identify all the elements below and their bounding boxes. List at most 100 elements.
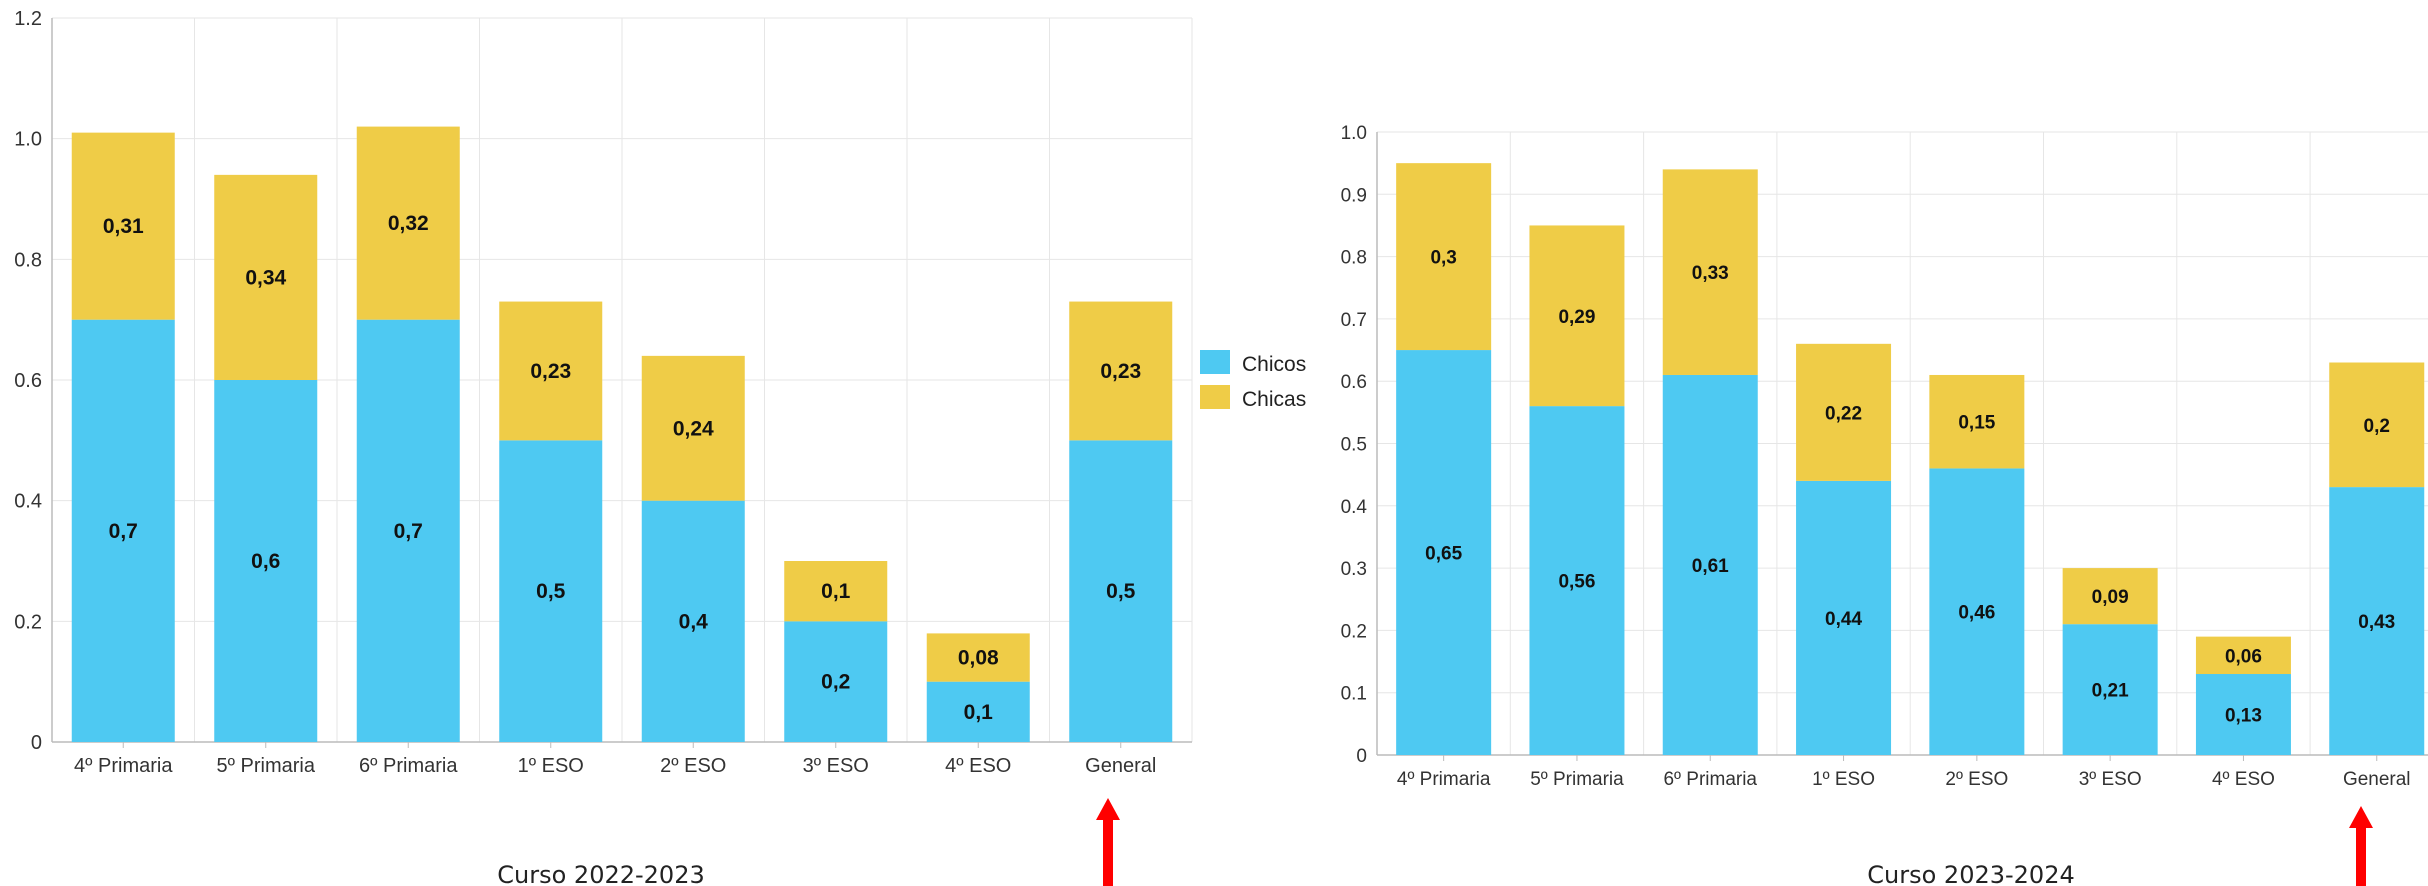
data-label-chicos: 0,46: [1958, 603, 1995, 624]
bar-chicos: [1396, 350, 1492, 755]
x-tick-label: 4º Primaria: [1397, 769, 1491, 790]
data-label-chicos: 0,5: [536, 580, 566, 603]
y-tick-label: 0.8: [14, 249, 42, 271]
x-tick-label: 1º ESO: [1812, 769, 1875, 790]
bar-chicos: [926, 681, 1030, 742]
data-label-chicas: 0,3: [1430, 248, 1456, 269]
x-tick-label: 5º Primaria: [217, 755, 316, 777]
bar-chicos: [1529, 406, 1625, 755]
y-tick-label: 0.5: [1341, 435, 1367, 456]
bar-chicos: [2329, 487, 2425, 755]
y-tick-label: 0.2: [1341, 621, 1367, 642]
data-label-chicas: 0,08: [958, 647, 999, 670]
bar-chicos: [641, 500, 745, 742]
data-label-chicos: 0,44: [1825, 609, 1862, 630]
chart-caption: Curso 2023-2024: [1867, 861, 2074, 886]
y-tick-label: 0.6: [14, 370, 42, 392]
y-tick-label: 0.1: [1341, 684, 1367, 705]
bar-chicas: [1929, 374, 2025, 469]
y-tick-label: 0.8: [1341, 248, 1367, 269]
bar-chicas: [926, 633, 1030, 682]
x-tick-label: 3º ESO: [2079, 769, 2142, 790]
chart-caption: Curso 2022-2023: [497, 861, 704, 886]
chart-curso-2023-2024: 0 0.1 0.2 0.3 0.4 0.5 0.6 0.7 0.8 0.9 1.0 0,65 0,3 4º…: [1341, 123, 2428, 886]
data-label-chicas: 0,31: [103, 215, 144, 238]
y-tick-label: 0.4: [14, 491, 42, 513]
bar-chicos: [356, 319, 460, 742]
data-label-chicas: 0,32: [388, 212, 429, 235]
bar-chicas: [641, 355, 745, 501]
y-tick-label: 1.2: [14, 8, 42, 30]
bar-chicos: [2062, 624, 2158, 755]
data-label-chicos: 0,2: [821, 671, 850, 694]
bar-chicas: [784, 561, 888, 622]
legend-swatch-chicas: [1200, 385, 1230, 409]
data-label-chicos: 0,4: [679, 610, 709, 633]
legend-swatch-chicos: [1200, 350, 1230, 374]
data-label-chicas: 0,23: [1100, 360, 1141, 383]
y-tick-label: 0.3: [1341, 559, 1367, 580]
legend-label-chicos: Chicos: [1242, 353, 1306, 376]
data-label-chicos: 0,7: [109, 520, 138, 543]
data-label-chicos: 0,61: [1692, 556, 1729, 577]
data-label-chicas: 0,1: [821, 580, 851, 603]
data-label-chicas: 0,34: [245, 266, 286, 289]
data-label-chicos: 0,13: [2225, 706, 2262, 727]
bar-chicas: [71, 132, 175, 320]
data-label-chicos: 0,5: [1106, 580, 1136, 603]
x-tick-label: 3º ESO: [803, 755, 869, 777]
bar-chicos: [214, 380, 318, 742]
bar-chicas: [2195, 636, 2291, 675]
y-tick-label: 0.4: [1341, 497, 1368, 518]
bar-chicas: [1069, 301, 1173, 441]
x-tick-label: 4º ESO: [945, 755, 1011, 777]
legend-label-chicas: Chicas: [1242, 388, 1306, 411]
x-tick-label: 6º Primaria: [1663, 769, 1757, 790]
x-tick-label: 4º ESO: [2212, 769, 2275, 790]
y-tick-label: 0.7: [1341, 310, 1367, 331]
highlight-arrow-icon: [1096, 798, 1120, 886]
y-tick-label: 0: [31, 732, 42, 754]
bar-chicos: [499, 440, 603, 742]
bar-chicos: [1662, 374, 1758, 755]
data-label-chicas: 0,06: [2225, 646, 2262, 667]
data-label-chicas: 0,22: [1825, 403, 1862, 424]
x-tick-label: 6º Primaria: [359, 755, 458, 777]
data-label-chicos: 0,65: [1425, 544, 1462, 565]
bar-chicas: [1796, 343, 1892, 481]
data-label-chicas: 0,29: [1558, 307, 1595, 328]
y-tick-label: 0: [1356, 746, 1367, 767]
bar-chicas: [1396, 163, 1492, 351]
y-tick-label: 0.9: [1341, 185, 1367, 206]
bar-chicas: [1662, 169, 1758, 375]
data-label-chicas: 0,2: [2364, 416, 2390, 437]
y-tick-label: 1.0: [1341, 123, 1367, 144]
bar-chicas: [2329, 362, 2425, 488]
data-label-chicas: 0,33: [1692, 263, 1729, 284]
bar-chicas: [499, 301, 603, 441]
bar-chicas: [2062, 568, 2158, 625]
x-tick-label: 2º ESO: [660, 755, 726, 777]
data-label-chicos: 0,1: [964, 701, 994, 724]
x-tick-label: 4º Primaria: [74, 755, 173, 777]
bar-chicos: [1929, 468, 2025, 755]
data-label-chicas: 0,24: [673, 417, 714, 440]
data-label-chicas: 0,15: [1958, 413, 1995, 434]
y-tick-label: 0.2: [14, 611, 42, 633]
bar-chicas: [356, 126, 460, 320]
bar-chicas: [214, 174, 318, 380]
bar-chicas: [1529, 225, 1625, 407]
data-label-chicas: 0,23: [530, 360, 571, 383]
x-tick-label: General: [2343, 769, 2411, 790]
bar-chicos: [2195, 674, 2291, 755]
data-label-chicos: 0,7: [394, 520, 423, 543]
chart-curso-2022-2023: 0 0.2 0.4 0.6 0.8 1.0 1.2 0,7 0,31 4º Primaria 0,6…: [14, 8, 1193, 886]
highlight-arrow-icon: [2349, 806, 2373, 886]
x-tick-label: 1º ESO: [518, 755, 584, 777]
data-label-chicos: 0,6: [251, 550, 280, 573]
x-tick-label: General: [1085, 755, 1156, 777]
x-tick-label: 2º ESO: [1945, 769, 2008, 790]
x-tick-label: 5º Primaria: [1530, 769, 1624, 790]
bar-chicos: [71, 319, 175, 742]
